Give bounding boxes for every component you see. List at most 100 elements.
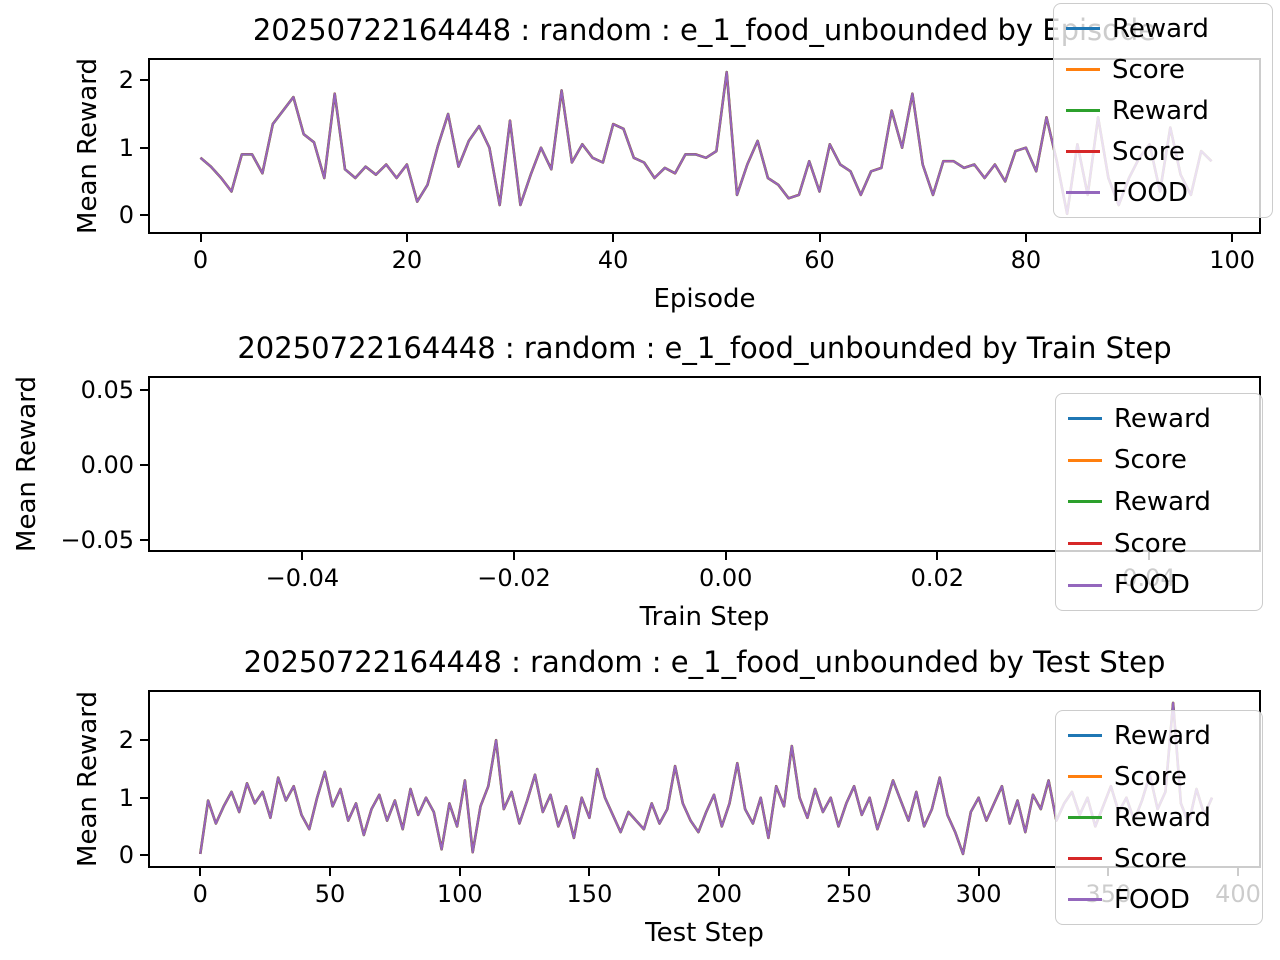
series-lines — [199, 701, 1214, 856]
legend-entry-score: Score — [1068, 756, 1252, 797]
x-tick-mark — [1024, 234, 1027, 242]
x-tick-label: 150 — [566, 880, 613, 908]
series-line-food — [199, 71, 1213, 215]
legend-label: Reward — [1112, 95, 1209, 126]
legend-label: FOOD — [1114, 884, 1190, 915]
legend-label: Reward — [1114, 486, 1211, 517]
x-tick-label: 20 — [391, 246, 423, 274]
legend-label: Score — [1112, 136, 1185, 167]
legend-entry-reward: Reward — [1068, 715, 1252, 756]
legend-entry-food: FOOD — [1066, 172, 1262, 213]
x-tick-label: −0.04 — [265, 564, 340, 592]
chart-title: 20250722164448 : random : e_1_food_unbou… — [243, 645, 1166, 679]
legend-entry-food: FOOD — [1068, 565, 1252, 606]
legend-entry-reward: Reward — [1068, 481, 1252, 522]
x-axis-label: Train Step — [639, 602, 770, 632]
legend-line-swatch — [1066, 191, 1100, 194]
chart-title: 20250722164448 : random : e_1_food_unbou… — [252, 13, 1157, 47]
x-tick-mark — [718, 868, 721, 876]
legend-line-swatch — [1068, 417, 1102, 421]
y-tick-mark — [140, 463, 148, 466]
legend-entry-food: FOOD — [1068, 879, 1252, 920]
legend-line-swatch — [1068, 500, 1102, 504]
x-tick-label: 100 — [1209, 246, 1256, 274]
x-tick-label: 100 — [436, 880, 483, 908]
y-tick-label: 0 — [118, 841, 134, 870]
y-tick-label: −0.05 — [60, 525, 134, 554]
y-tick-label: 1 — [118, 783, 134, 812]
legend-label: Score — [1114, 445, 1187, 476]
legend-label: Reward — [1114, 403, 1211, 434]
x-tick-mark — [977, 868, 980, 876]
y-tick-label: 2 — [118, 66, 134, 95]
legend-line-swatch — [1066, 109, 1100, 112]
legend-line-swatch — [1066, 68, 1100, 71]
x-tick-mark — [329, 868, 332, 876]
x-tick-mark — [724, 552, 727, 560]
y-tick-label: 0 — [118, 201, 134, 230]
legend: Reward Score Reward Score FOOD — [1055, 393, 1263, 611]
x-tick-mark — [301, 552, 304, 560]
x-tick-label: 40 — [597, 246, 629, 274]
y-tick-mark — [140, 854, 148, 857]
y-tick-mark — [140, 388, 148, 391]
y-tick-label: 1 — [118, 133, 134, 162]
legend-line-swatch — [1068, 458, 1102, 462]
legend-line-swatch — [1068, 734, 1102, 737]
x-tick-mark — [199, 234, 202, 242]
y-tick-mark — [140, 538, 148, 541]
legend-label: Reward — [1112, 13, 1209, 44]
legend-line-swatch — [1068, 816, 1102, 819]
x-tick-mark — [818, 234, 821, 242]
x-tick-mark — [458, 868, 461, 876]
legend-line-swatch — [1068, 898, 1102, 901]
x-tick-mark — [199, 868, 202, 876]
x-tick-label: 0 — [192, 880, 208, 908]
legend-line-swatch — [1068, 542, 1102, 546]
series-lines — [199, 70, 1213, 216]
legend-entry-reward: Reward — [1068, 797, 1252, 838]
legend: Reward Score Reward Score FOOD — [1053, 3, 1273, 218]
x-axis-label: Test Step — [645, 918, 764, 948]
legend-entry-score: Score — [1068, 838, 1252, 879]
legend-label: FOOD — [1114, 570, 1190, 601]
x-tick-label: 300 — [955, 880, 1002, 908]
legend: Reward Score Reward Score FOOD — [1055, 710, 1263, 925]
x-tick-label: 0 — [192, 246, 209, 274]
legend-entry-reward: Reward — [1066, 90, 1262, 131]
x-tick-mark — [405, 234, 408, 242]
x-tick-mark — [1231, 234, 1234, 242]
legend-entry-score: Score — [1068, 523, 1252, 564]
x-axis-label: Episode — [653, 284, 756, 314]
legend-line-swatch — [1066, 150, 1100, 153]
y-tick-mark — [140, 739, 148, 742]
legend-label: Reward — [1114, 802, 1211, 833]
x-tick-label: 0.02 — [910, 564, 965, 592]
y-tick-mark — [140, 146, 148, 149]
x-tick-label: 60 — [804, 246, 835, 274]
legend-line-swatch — [1068, 583, 1102, 587]
y-axis-label: Mean Reward — [12, 376, 42, 552]
x-tick-label: 0.00 — [698, 564, 753, 592]
x-tick-mark — [612, 234, 615, 242]
y-tick-mark — [140, 79, 148, 82]
legend-entry-score: Score — [1066, 49, 1262, 90]
legend-line-swatch — [1068, 775, 1102, 778]
y-tick-mark — [140, 214, 148, 217]
y-tick-mark — [140, 796, 148, 799]
x-tick-label: 50 — [314, 880, 346, 908]
x-tick-mark — [936, 552, 939, 560]
x-tick-label: −0.02 — [477, 564, 551, 592]
legend-label: Score — [1112, 54, 1185, 85]
x-tick-mark — [588, 868, 591, 876]
y-tick-label: 0.05 — [80, 375, 134, 404]
legend-label: Reward — [1114, 720, 1211, 751]
x-tick-label: 200 — [696, 880, 743, 908]
legend-entry-score: Score — [1066, 131, 1262, 172]
x-tick-mark — [513, 552, 516, 560]
legend-line-swatch — [1068, 857, 1102, 860]
legend-label: Score — [1114, 761, 1187, 792]
legend-entry-reward: Reward — [1068, 398, 1252, 439]
series-line-food — [199, 701, 1213, 855]
